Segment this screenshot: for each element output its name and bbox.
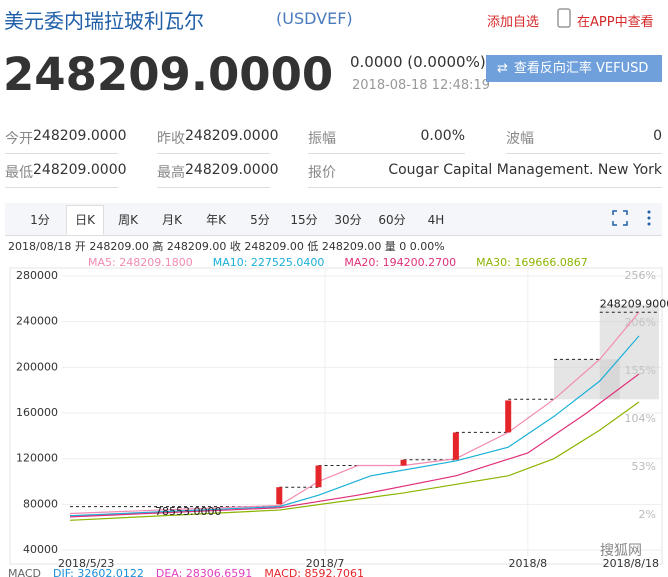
- candle: [452, 432, 459, 460]
- x-tick-label: 2018/8: [508, 557, 547, 570]
- tab[interactable]: 日K: [66, 205, 104, 235]
- stat-value: 0.00%: [420, 128, 465, 144]
- separator: [157, 153, 270, 154]
- plot-frame: [9, 267, 663, 565]
- tab[interactable]: 4H: [427, 213, 445, 227]
- legend-entry: MA20: 194200.2700: [344, 256, 456, 269]
- reverse-button-label: 查看反向汇率 VEFUSD: [513, 61, 649, 76]
- chart: 2018/08/18 开 248209.00 高 248209.00 收 248…: [8, 239, 668, 577]
- stat-value: 0: [653, 128, 662, 144]
- symbol: (USDVEF): [276, 9, 353, 28]
- macd-label: MACD: 8592.7061: [264, 567, 364, 577]
- tab[interactable]: 1分: [30, 213, 50, 227]
- y-tick-label: 120000: [16, 452, 58, 465]
- tab[interactable]: 周K: [118, 213, 138, 227]
- y-tick-label: 40000: [23, 543, 58, 556]
- stat-value: Cougar Capital Management. New York: [388, 162, 662, 178]
- ma-line: [69, 311, 640, 515]
- y-tick-label: 240000: [16, 315, 58, 328]
- time: 2018-08-18 12:48:19: [352, 78, 491, 93]
- tab[interactable]: 30分: [334, 213, 362, 227]
- phone-icon: [557, 8, 571, 28]
- ma-line: [69, 373, 640, 518]
- y-tick-label: 80000: [23, 497, 58, 510]
- stat-value: 248209.0000: [185, 162, 279, 178]
- ma-line: [69, 335, 640, 517]
- tab-icons: [612, 210, 651, 226]
- y-tick-label: 200000: [16, 360, 58, 373]
- title: 美元委内瑞拉玻利瓦尔: [4, 9, 204, 33]
- x-tick-label: 2018/7: [306, 557, 345, 570]
- separator: [308, 187, 662, 188]
- x-tick-label: 2018/5/23: [58, 557, 114, 570]
- change: 0.0000 (0.0000%): [350, 53, 486, 71]
- shaded-range: [599, 304, 659, 400]
- separator: [157, 187, 270, 188]
- y2-tick-label: 2%: [639, 508, 656, 521]
- add-watchlist[interactable]: 添加自选: [487, 15, 540, 30]
- tab[interactable]: 年K: [206, 213, 226, 227]
- legend-entry: MA5: 248209.1800: [88, 256, 193, 269]
- stat-label: 最低: [5, 165, 33, 181]
- y-tick-label: 280000: [16, 269, 58, 282]
- candle: [505, 400, 512, 433]
- tab[interactable]: 月K: [162, 213, 182, 227]
- tab[interactable]: 15分: [290, 213, 318, 227]
- macd-label: DEA: 28306.6591: [156, 567, 252, 577]
- y2-tick-label: 53%: [632, 460, 656, 473]
- stat-label: 今开: [5, 131, 33, 147]
- price: 248209.0000: [3, 48, 334, 101]
- tab[interactable]: 60分: [378, 213, 406, 227]
- candle: [276, 487, 283, 505]
- legend-entry: MA10: 227525.0400: [213, 256, 325, 269]
- stat-value: 248209.0000: [185, 128, 279, 144]
- candle: [315, 465, 322, 488]
- stat-label: 波幅: [506, 131, 534, 147]
- stat-label: 最高: [157, 165, 185, 181]
- candle: [400, 459, 407, 466]
- watermark: 搜狐网: [600, 543, 642, 559]
- separator: [5, 187, 118, 188]
- separator: [506, 153, 662, 154]
- legend-entry: MA30: 169666.0867: [476, 256, 588, 269]
- x-tick-label: 2018/8/18: [603, 557, 659, 570]
- view-in-app[interactable]: 在APP中查看: [577, 15, 654, 30]
- macd-label: DIF: 32602.0122: [53, 567, 144, 577]
- ma-line: [69, 401, 640, 521]
- macd-label: MACD: [8, 567, 41, 577]
- stat-label: 振幅: [308, 131, 336, 147]
- separator: [5, 153, 118, 154]
- stat-value: 248209.0000: [33, 162, 127, 178]
- reverse-button[interactable]: ⇄ 查看反向汇率 VEFUSD: [486, 55, 662, 82]
- annotation: 248209.9000: [600, 297, 668, 310]
- stat-label: 昨收: [157, 131, 185, 147]
- tab[interactable]: 5分: [250, 213, 270, 227]
- annotation: 78553.0000: [155, 505, 221, 518]
- stat-value: 248209.0000: [33, 128, 127, 144]
- separator: [308, 153, 465, 154]
- tab-bar: [5, 203, 662, 236]
- y2-tick-label: 256%: [625, 269, 656, 282]
- y2-tick-label: 104%: [625, 412, 656, 425]
- stat-label: 报价: [308, 165, 336, 181]
- info-line: 2018/08/18 开 248209.00 高 248209.00 收 248…: [8, 239, 445, 253]
- y-tick-label: 160000: [16, 406, 58, 419]
